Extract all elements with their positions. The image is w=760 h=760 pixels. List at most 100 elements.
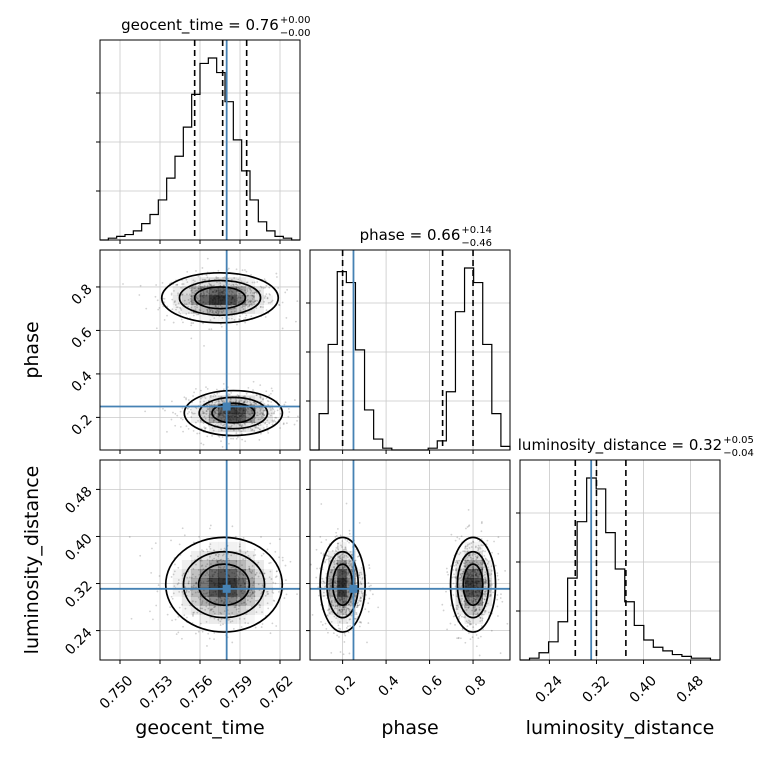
density-cell bbox=[190, 596, 201, 606]
sample-point bbox=[268, 562, 271, 565]
sample-point bbox=[472, 541, 475, 544]
sample-point bbox=[485, 581, 488, 584]
sample-point bbox=[490, 629, 493, 632]
sample-point bbox=[477, 637, 480, 640]
sample-point bbox=[208, 418, 211, 421]
sample-point bbox=[346, 540, 349, 542]
sample-point bbox=[222, 277, 225, 279]
sample-point bbox=[472, 565, 474, 568]
sample-point bbox=[244, 321, 247, 324]
density-cell bbox=[464, 550, 474, 561]
sample-point bbox=[243, 400, 246, 403]
sample-point bbox=[476, 612, 479, 615]
sample-point bbox=[452, 594, 455, 596]
sample-point bbox=[263, 297, 266, 299]
sample-point bbox=[213, 284, 216, 287]
sample-point bbox=[331, 549, 334, 552]
sample-point bbox=[170, 595, 173, 598]
sample-point bbox=[496, 572, 499, 575]
sample-point bbox=[177, 302, 180, 305]
density-cell bbox=[328, 560, 338, 570]
sample-point bbox=[258, 428, 261, 431]
sample-point bbox=[209, 609, 212, 612]
sample-point bbox=[334, 604, 337, 607]
sample-point bbox=[348, 609, 350, 612]
sample-point bbox=[252, 581, 255, 584]
density-cell bbox=[218, 541, 228, 552]
sample-point bbox=[224, 425, 227, 428]
sample-point bbox=[477, 548, 480, 550]
sample-point bbox=[220, 618, 223, 621]
sample-point bbox=[190, 586, 193, 588]
sample-point bbox=[458, 559, 460, 562]
sample-point bbox=[203, 345, 205, 347]
sample-point bbox=[192, 611, 195, 614]
sample-point bbox=[245, 291, 248, 294]
sample-point bbox=[347, 603, 350, 606]
sample-point bbox=[267, 400, 270, 403]
sample-point bbox=[329, 584, 332, 587]
sample-point bbox=[340, 608, 343, 611]
sample-point bbox=[239, 318, 241, 321]
sample-point bbox=[368, 564, 370, 566]
sample-point bbox=[473, 608, 476, 611]
sample-point bbox=[245, 613, 248, 616]
sample-point bbox=[202, 412, 205, 415]
sample-point bbox=[347, 572, 350, 575]
sample-point bbox=[208, 415, 211, 418]
sample-point bbox=[356, 604, 359, 607]
sample-point bbox=[236, 574, 239, 577]
sample-point bbox=[480, 522, 483, 525]
sample-point bbox=[323, 594, 326, 597]
sample-point bbox=[210, 283, 212, 286]
sample-point bbox=[485, 579, 487, 582]
sample-point bbox=[359, 596, 362, 599]
sample-point bbox=[241, 306, 244, 309]
sample-point bbox=[246, 288, 249, 290]
sample-point bbox=[251, 412, 254, 414]
sample-point bbox=[259, 418, 262, 421]
sample-point bbox=[303, 590, 305, 592]
sample-point bbox=[206, 563, 209, 566]
sample-point bbox=[189, 287, 191, 290]
density-cell bbox=[200, 295, 210, 305]
sample-point bbox=[361, 576, 364, 579]
sample-point bbox=[246, 580, 248, 583]
sample-point bbox=[211, 310, 214, 313]
sample-point bbox=[209, 548, 212, 550]
hist-panel-luminosity_distance bbox=[516, 459, 721, 664]
sample-point bbox=[474, 598, 477, 601]
sample-point bbox=[201, 278, 204, 281]
sample-point bbox=[486, 539, 489, 542]
sample-point bbox=[345, 610, 348, 613]
sample-point bbox=[240, 596, 243, 599]
sample-point bbox=[275, 272, 278, 275]
sample-point bbox=[205, 293, 208, 296]
sample-point bbox=[222, 310, 225, 312]
sample-point bbox=[182, 321, 184, 324]
sample-point bbox=[194, 284, 197, 287]
sample-point bbox=[339, 605, 341, 608]
y-tick-label-luminosity_distance-3: 0.48 bbox=[62, 484, 95, 517]
sample-point bbox=[217, 555, 220, 558]
sample-point bbox=[336, 545, 339, 548]
sample-point bbox=[215, 311, 218, 314]
sample-point bbox=[231, 612, 234, 614]
sample-point bbox=[221, 554, 224, 557]
sample-point bbox=[221, 436, 224, 438]
sample-point bbox=[467, 621, 469, 624]
sample-point bbox=[255, 394, 258, 396]
sample-point bbox=[278, 304, 281, 307]
sample-point bbox=[324, 585, 326, 588]
sample-point bbox=[214, 411, 216, 414]
x-tick-label-geocent_time-3: 0.759 bbox=[217, 673, 257, 713]
sample-point bbox=[243, 601, 246, 604]
x-tick-label-geocent_time-1: 0.753 bbox=[137, 673, 177, 713]
sample-point bbox=[463, 570, 465, 573]
sample-point bbox=[246, 410, 249, 413]
sample-point bbox=[242, 558, 244, 561]
sample-point bbox=[250, 429, 253, 432]
sample-point bbox=[231, 566, 234, 569]
density-cell bbox=[355, 596, 365, 606]
sample-point bbox=[246, 281, 249, 284]
